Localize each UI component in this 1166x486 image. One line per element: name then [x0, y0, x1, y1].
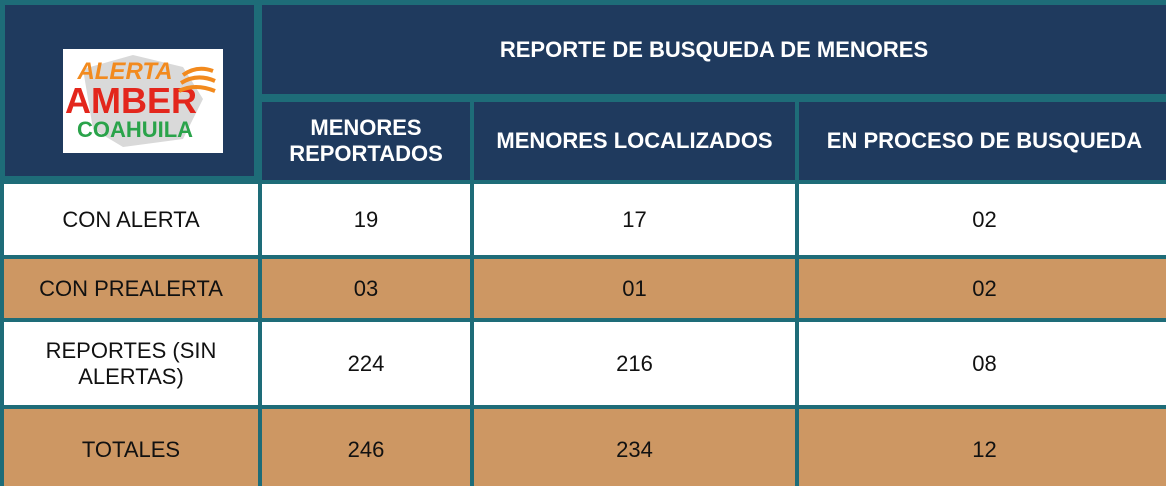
column-header: MENORES LOCALIZADOS — [474, 102, 795, 180]
table-cell: 19 — [262, 184, 470, 255]
table-cell: 02 — [799, 259, 1166, 318]
column-header: EN PROCESO DE BUSQUEDA — [799, 102, 1166, 180]
row-label: TOTALES — [4, 409, 258, 486]
table-cell: 01 — [474, 259, 795, 318]
logo-text: COAHUILA — [77, 117, 193, 142]
table-cell: 17 — [474, 184, 795, 255]
row-label: REPORTES (SIN ALERTAS) — [4, 322, 258, 405]
logo-text: AMBER — [65, 80, 197, 121]
logo-cell: ALERTA AMBER COAHUILA — [5, 5, 254, 176]
table-cell: 03 — [262, 259, 470, 318]
table-cell: 224 — [262, 322, 470, 405]
table-cell: 08 — [799, 322, 1166, 405]
column-header: MENORES REPORTADOS — [262, 102, 470, 180]
table-cell: 12 — [799, 409, 1166, 486]
row-label: CON PREALERTA — [4, 259, 258, 318]
table-cell: 234 — [474, 409, 795, 486]
row-label: CON ALERTA — [4, 184, 258, 255]
table-cell: 02 — [799, 184, 1166, 255]
logo-text: ALERTA — [76, 58, 172, 85]
table-cell: 246 — [262, 409, 470, 486]
logo-waves — [178, 66, 216, 93]
table-cell: 216 — [474, 322, 795, 405]
logo-map — [83, 55, 203, 147]
logo: ALERTA AMBER COAHUILA — [63, 49, 223, 153]
title: REPORTE DE BUSQUEDA DE MENORES — [262, 5, 1166, 94]
